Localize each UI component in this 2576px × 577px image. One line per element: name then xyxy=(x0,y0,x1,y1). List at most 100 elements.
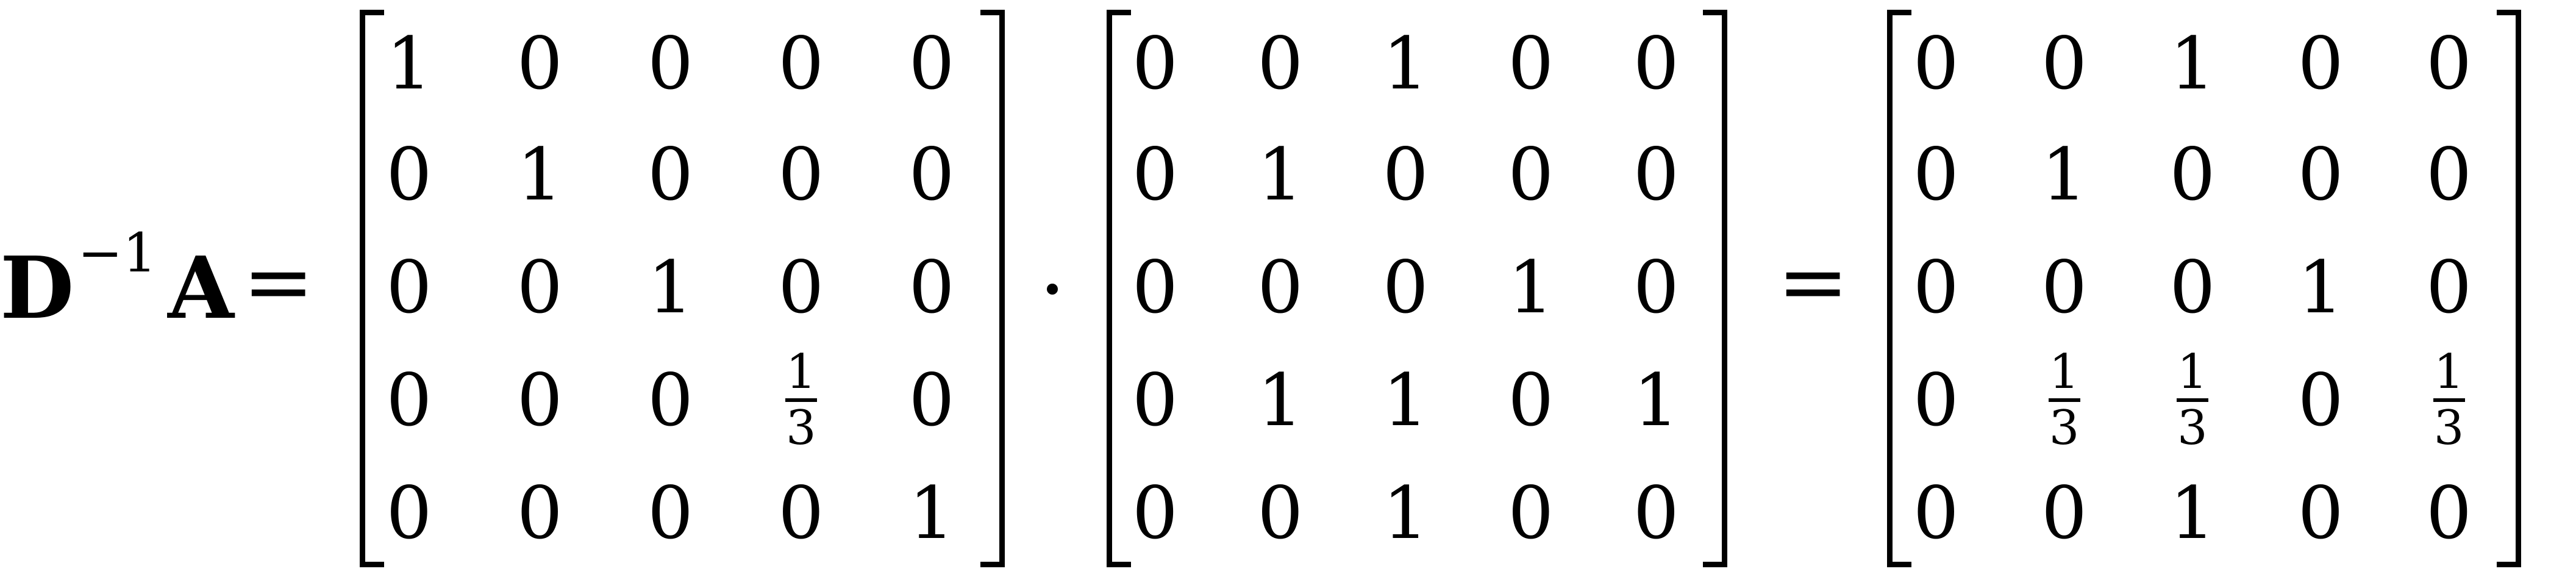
matrix-cell: 0 xyxy=(1100,120,1210,229)
matrix-cell: 0 xyxy=(1881,120,1991,229)
matrix-cell: 0 xyxy=(2266,9,2375,118)
matrix-cell: 0 xyxy=(1226,9,1335,118)
matrix-cell: 0 xyxy=(877,9,987,118)
matrix-cell: 0 xyxy=(1601,9,1711,118)
matrix-cell: 0 xyxy=(877,232,987,342)
matrix-d-symbol: D xyxy=(0,246,74,331)
matrix-cell: 0 xyxy=(616,345,726,455)
matrix-cell: 1 xyxy=(2266,232,2375,342)
matrix-cell: 0 xyxy=(2394,9,2504,118)
fraction: 13 xyxy=(785,349,817,451)
fraction-denominator: 3 xyxy=(2434,406,2464,451)
matrix-cell: 0 xyxy=(354,458,464,568)
matrix-cell: 0 xyxy=(485,9,594,118)
matrix-cell: 0 xyxy=(746,120,856,229)
matrix-row: 10000 xyxy=(385,9,979,118)
matrix-cell: 0 xyxy=(354,232,464,342)
matrix-cell: 1 xyxy=(2138,458,2247,568)
matrix-cell: 0 xyxy=(354,345,464,455)
matrix-cell: 1 xyxy=(1350,458,1460,568)
matrix-cell: 0 xyxy=(354,120,464,229)
matrix-cell: 0 xyxy=(746,9,856,118)
matrix-cell: 0 xyxy=(2010,458,2119,568)
matrix-cell: 0 xyxy=(1476,458,1586,568)
matrix-cell: 0 xyxy=(1100,345,1210,455)
matrix-cell: 0 xyxy=(2138,232,2247,342)
matrix-cell: 1 xyxy=(1226,345,1335,455)
right-bracket xyxy=(2497,10,2521,567)
matrix-cell: 0 xyxy=(1100,458,1210,568)
matrix-cell: 0 xyxy=(485,345,594,455)
matrix-cell: 0 xyxy=(2010,232,2119,342)
matrix-cell: 0 xyxy=(1100,9,1210,118)
matrix-cell: 0 xyxy=(485,232,594,342)
matrix-cell: 0 xyxy=(2394,458,2504,568)
matrix-cell: 0 xyxy=(616,9,726,118)
fraction-denominator: 3 xyxy=(2177,406,2208,451)
matrix-cell: 0 xyxy=(746,232,856,342)
matrix-cell: 1 xyxy=(2010,120,2119,229)
matrix-cell: 0 xyxy=(2138,120,2247,229)
matrix-cell: 1 xyxy=(1476,232,1586,342)
matrix-cell: 0 xyxy=(1601,120,1711,229)
fraction-numerator: 1 xyxy=(2177,349,2208,395)
fraction-numerator: 1 xyxy=(2434,349,2464,395)
right-bracket xyxy=(980,10,1005,567)
lhs-expression: D −1 A xyxy=(0,228,234,349)
matrix-cell: 0 xyxy=(2266,120,2375,229)
matrix-cell: 1 xyxy=(1350,345,1460,455)
matrix-cell: 0 xyxy=(1476,9,1586,118)
matrix-cell: 0 xyxy=(1226,458,1335,568)
matrix-row: 01313013 xyxy=(1913,345,2496,455)
matrix-cell: 0 xyxy=(2394,120,2504,229)
matrix-cell: 1 xyxy=(1226,120,1335,229)
matrix-cell: 0 xyxy=(746,458,856,568)
matrix-cell: 0 xyxy=(1881,232,1991,342)
matrix-cell: 0 xyxy=(2010,9,2119,118)
fraction-denominator: 3 xyxy=(2049,406,2080,451)
matrix-cell: 0 xyxy=(1881,9,1991,118)
matrix-cell: 0 xyxy=(2266,345,2375,455)
matrix-cell: 0 xyxy=(877,345,987,455)
matrix-cell: 0 xyxy=(1476,345,1586,455)
matrix-cell: 1 xyxy=(877,458,987,568)
matrix-cell: 0 xyxy=(1601,458,1711,568)
right-bracket xyxy=(1703,10,1727,567)
matrix-cell: 0 xyxy=(2266,458,2375,568)
matrix-cell: 0 xyxy=(877,120,987,229)
matrix-cell: 0 xyxy=(1350,232,1460,342)
matrix-cell: 0 xyxy=(1881,345,1991,455)
matrix-cell: 0 xyxy=(485,458,594,568)
matrix-cell: 0 xyxy=(616,458,726,568)
matrix-cell: 13 xyxy=(2010,345,2119,455)
matrix-cell: 0 xyxy=(616,120,726,229)
fraction-numerator: 1 xyxy=(2049,349,2080,395)
matrix-cell: 1 xyxy=(2138,9,2247,118)
fraction-denominator: 3 xyxy=(786,406,816,451)
matrix-cell: 1 xyxy=(1350,9,1460,118)
equals-sign-2: = xyxy=(1777,240,1849,325)
matrix-cell: 0 xyxy=(1601,232,1711,342)
matrix-a-symbol: A xyxy=(168,246,234,331)
matrix-cell: 0 xyxy=(1881,458,1991,568)
